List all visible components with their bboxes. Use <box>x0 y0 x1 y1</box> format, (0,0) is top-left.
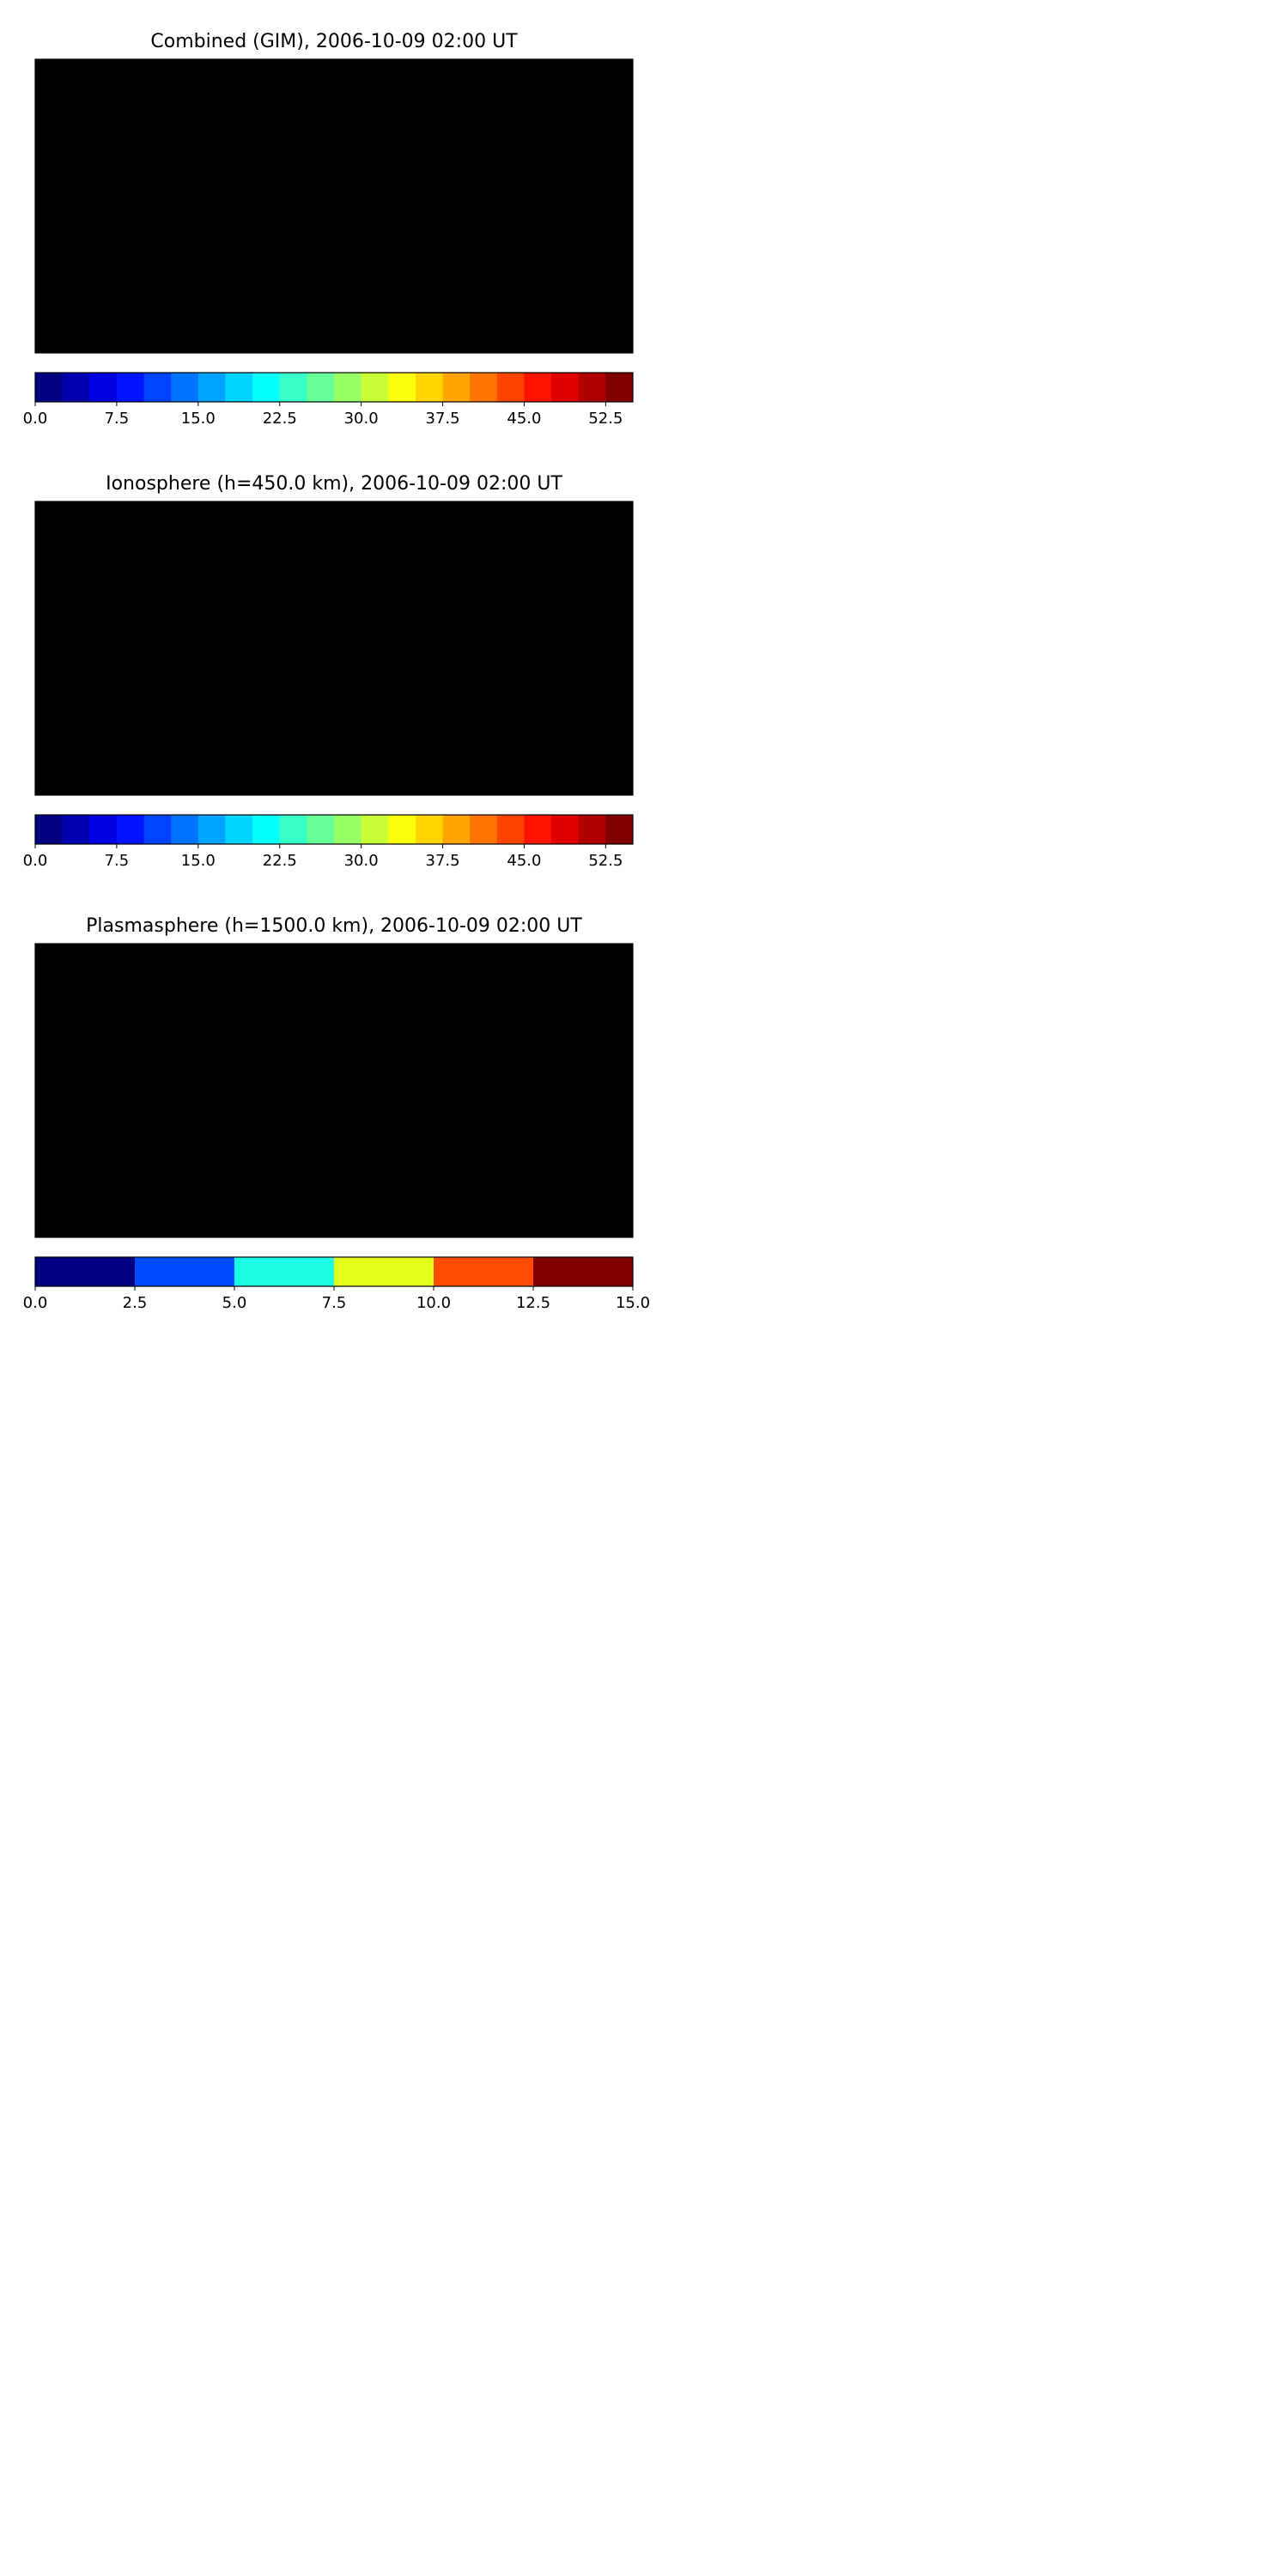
colorbar-segment <box>434 1257 534 1286</box>
colorbar-segment <box>470 815 498 844</box>
colorbar-segment <box>279 373 307 402</box>
colorbar-segment <box>388 373 416 402</box>
colorbar-tick-label: 5.0 <box>222 1294 247 1312</box>
colorbar-segment <box>171 815 199 844</box>
panel-0: Combined (GIM), 2006-10-09 02:00 UT 0.0 7.… <box>23 31 634 428</box>
coastlines <box>35 65 633 344</box>
colorbar-segment <box>197 815 226 844</box>
colorbar-segment <box>578 373 606 402</box>
colorbar-tick-label: 15.0 <box>616 1294 650 1312</box>
colorbar-tick-label: 7.5 <box>105 410 130 428</box>
panel-1: Ionosphere (h=450.0 km), 2006-10-09 02:0… <box>23 473 634 870</box>
colorbar-segment <box>605 815 634 844</box>
colorbar-tick-label: 0.0 <box>23 410 48 428</box>
map-frame <box>34 501 634 796</box>
colorbar-tick-label: 30.0 <box>344 410 379 428</box>
colorbar-tick-label: 30.0 <box>344 852 379 870</box>
colorbar-segment <box>578 815 606 844</box>
coastlines <box>35 507 633 787</box>
colorbar-segment <box>307 373 335 402</box>
colorbar-segment <box>35 815 64 844</box>
map-field <box>35 944 633 1237</box>
colorbar-segment <box>551 373 580 402</box>
colorbar-tick-label: 15.0 <box>181 410 216 428</box>
colorbar-segment <box>89 815 118 844</box>
colorbar-segment <box>361 373 389 402</box>
panel-title: Ionosphere (h=450.0 km), 2006-10-09 02:0… <box>106 473 562 495</box>
colorbar-segment <box>89 373 118 402</box>
colorbar-segment <box>225 815 253 844</box>
panel-title: Plasmasphere (h=1500.0 km), 2006-10-09 0… <box>86 915 582 937</box>
colorbar-tick-label: 45.0 <box>507 410 541 428</box>
figure: Combined (GIM), 2006-10-09 02:00 UT 0.0 7.… <box>23 31 650 1312</box>
colorbar-tick-label: 22.5 <box>263 852 297 870</box>
colorbar-segment <box>35 373 64 402</box>
colorbar-segment <box>252 373 281 402</box>
colorbar-segment <box>225 373 253 402</box>
colorbar-tick-label: 37.5 <box>426 852 460 870</box>
colorbar: 0.0 2.5 5.0 7.5 10.0 12.5 15.0 <box>23 1256 650 1312</box>
colorbar-tick-label: 37.5 <box>426 410 460 428</box>
colorbar-tick-label: 0.0 <box>23 852 48 870</box>
colorbar-tick-label: 7.5 <box>322 1294 347 1312</box>
colorbar-tick-label: 22.5 <box>263 410 297 428</box>
colorbar-segment <box>116 815 145 844</box>
colorbar-segment <box>496 815 525 844</box>
colorbar-tick-label: 10.0 <box>416 1294 451 1312</box>
colorbar-segment <box>35 1257 136 1286</box>
colorbar-segment <box>415 373 444 402</box>
colorbar-segment <box>116 373 145 402</box>
colorbar-tick-label: 52.5 <box>588 852 623 870</box>
colorbar: 0.0 7.5 15.0 22.5 30.0 37.5 45.0 52.5 <box>23 372 634 428</box>
colorbar-segment <box>496 373 525 402</box>
colorbar-segment <box>334 373 362 402</box>
colorbar-segment <box>524 373 552 402</box>
map-frame <box>34 58 634 354</box>
colorbar-frame <box>34 372 634 403</box>
colorbar-segment <box>470 373 498 402</box>
colorbar-frame <box>34 814 634 845</box>
colorbar-segment <box>171 373 199 402</box>
colorbar-segment <box>197 373 226 402</box>
colorbar-segment <box>415 815 444 844</box>
colorbar-tick-label: 7.5 <box>105 852 130 870</box>
panel-2: Plasmasphere (h=1500.0 km), 2006-10-09 0… <box>23 915 650 1312</box>
colorbar-tick-label: 2.5 <box>123 1294 148 1312</box>
colorbar-tick-label: 12.5 <box>516 1294 550 1312</box>
colorbar-tick-label: 45.0 <box>507 852 541 870</box>
colorbar-tick-label: 52.5 <box>588 410 623 428</box>
colorbar: 0.0 7.5 15.0 22.5 30.0 37.5 45.0 52.5 <box>23 814 634 870</box>
colorbar-segment <box>533 1257 634 1286</box>
colorbar-tick-label: 0.0 <box>23 1294 48 1312</box>
colorbar-segment <box>62 815 90 844</box>
colorbar-segment <box>234 1257 335 1286</box>
colorbar-segment <box>605 373 634 402</box>
colorbar-segment <box>334 815 362 844</box>
colorbar-segment <box>252 815 281 844</box>
colorbar-segment <box>135 1257 235 1286</box>
colorbar-segment <box>334 1257 434 1286</box>
colorbar-segment <box>361 815 389 844</box>
map-field <box>35 59 633 353</box>
colorbar-segment <box>551 815 580 844</box>
colorbar-tick-label: 15.0 <box>181 852 216 870</box>
colorbar-segment <box>307 815 335 844</box>
colorbar-segment <box>524 815 552 844</box>
colorbar-segment <box>143 815 172 844</box>
map-frame <box>34 943 634 1238</box>
panel-title: Combined (GIM), 2006-10-09 02:00 UT <box>150 31 518 52</box>
colorbar-segment <box>388 815 416 844</box>
coastlines <box>35 950 633 1229</box>
map-field <box>35 501 633 795</box>
colorbar-segment <box>143 373 172 402</box>
colorbar-segment <box>442 815 471 844</box>
colorbar-segment <box>442 373 471 402</box>
colorbar-segment <box>279 815 307 844</box>
colorbar-segment <box>62 373 90 402</box>
